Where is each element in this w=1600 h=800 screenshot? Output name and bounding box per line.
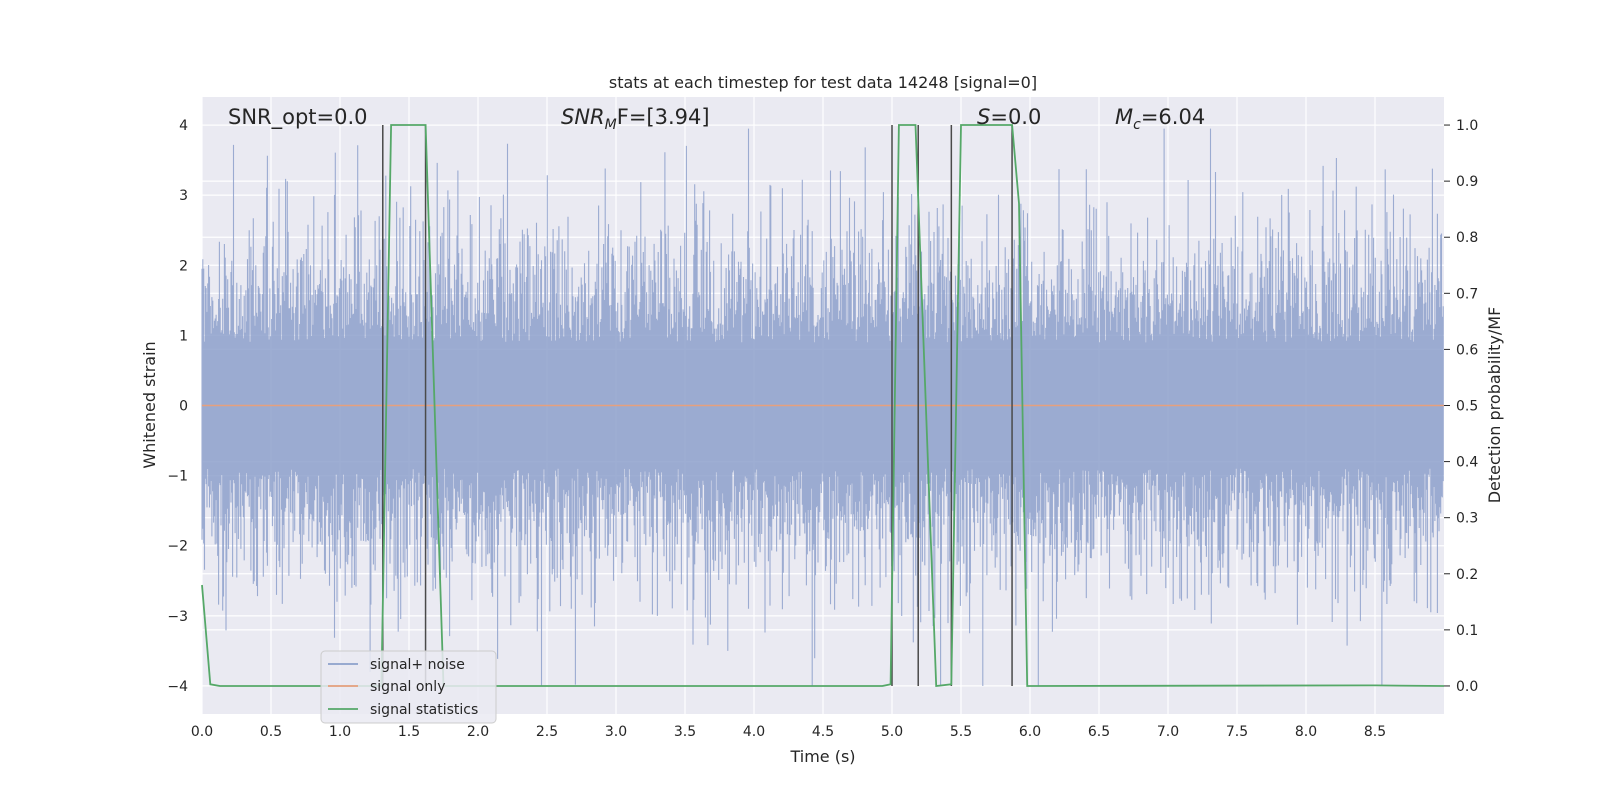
x-tick-label: 7.0 [1157, 724, 1179, 740]
right-y-tick-label: 0.0 [1456, 679, 1478, 695]
right-y-tick-label: 0.8 [1456, 230, 1478, 246]
right-y-tick-label: 0.7 [1456, 286, 1478, 302]
x-tick-label: 0.0 [191, 724, 213, 740]
mc-base: M [1115, 105, 1133, 129]
s-value: =0.0 [990, 105, 1041, 129]
snr-mf-subscript: M [605, 117, 617, 133]
legend-label-signal-noise: signal+ noise [370, 657, 465, 673]
x-tick-label: 0.5 [260, 724, 282, 740]
legend-label-signal-statistics: signal statistics [370, 702, 478, 718]
x-tick-label: 5.5 [950, 724, 972, 740]
mc-subscript: c [1133, 117, 1141, 133]
left-y-tick-label: 3 [179, 188, 188, 204]
right-y-axis-ticks: 1.0 0.9 0.8 0.7 0.6 0.5 0.4 0.3 0.2 0.1 0.0 [1444, 118, 1478, 695]
x-tick-label: 4.5 [812, 724, 834, 740]
x-tick-label: 1.5 [398, 724, 420, 740]
mc-annotation: Mc=6.04 [1115, 105, 1205, 133]
x-axis-ticks: 0.0 0.5 1.0 1.5 2.0 2.5 3.0 3.5 4.0 4.5 5.0 5.5 6.0 6… [191, 724, 1386, 740]
right-y-tick-label: 0.3 [1456, 511, 1478, 527]
x-tick-label: 8.5 [1364, 724, 1386, 740]
snr-mf-base: SNR [561, 105, 605, 129]
x-axis-label: Time (s) [789, 747, 855, 766]
x-tick-label: 3.0 [605, 724, 627, 740]
left-y-tick-label: −3 [167, 609, 188, 625]
mc-value: =6.04 [1141, 105, 1205, 129]
x-tick-label: 8.0 [1295, 724, 1317, 740]
left-y-axis-ticks: 4 3 2 1 0 −1 −2 −3 −4 [167, 118, 188, 695]
legend-box [320, 650, 497, 724]
chart-title: stats at each timestep for test data 142… [609, 73, 1037, 92]
snr-mf-annotation: SNRMF=[3.94] [561, 105, 710, 133]
right-y-axis-label: Detection probability/MF [1485, 307, 1504, 504]
left-y-tick-label: 1 [179, 328, 188, 344]
right-y-tick-label: 0.2 [1456, 567, 1478, 583]
left-y-tick-label: 2 [179, 258, 188, 274]
left-y-tick-label: −2 [167, 539, 188, 555]
right-y-tick-label: 0.6 [1456, 342, 1478, 358]
legend-label-signal-only: signal only [370, 679, 445, 695]
x-tick-label: 5.0 [881, 724, 903, 740]
x-tick-label: 3.5 [674, 724, 696, 740]
vertical-markers [382, 125, 1013, 686]
snr-mf-value: F=[3.94] [617, 105, 710, 129]
x-tick-label: 7.5 [1226, 724, 1248, 740]
s-annotation: S=0.0 [977, 105, 1041, 129]
left-y-tick-label: 4 [179, 118, 188, 134]
snr-opt-annotation: SNR_opt=0.0 [228, 105, 368, 130]
legend: signal+ noise signal only signal statist… [320, 650, 497, 724]
left-y-tick-label: −1 [167, 469, 188, 485]
x-tick-label: 1.0 [329, 724, 351, 740]
s-base: S [977, 105, 990, 129]
x-tick-label: 6.0 [1019, 724, 1041, 740]
left-y-axis-label: Whitened strain [140, 341, 159, 468]
left-y-tick-label: 0 [179, 399, 188, 415]
right-y-tick-label: 0.4 [1456, 455, 1478, 471]
right-y-tick-label: 0.1 [1456, 623, 1478, 639]
x-tick-label: 6.5 [1088, 724, 1110, 740]
left-y-tick-label: −4 [167, 679, 188, 695]
right-y-tick-label: 0.5 [1456, 399, 1478, 415]
x-tick-label: 2.0 [467, 724, 489, 740]
x-tick-label: 4.0 [743, 724, 765, 740]
right-y-tick-label: 0.9 [1456, 174, 1478, 190]
x-tick-label: 2.5 [536, 724, 558, 740]
right-y-tick-label: 1.0 [1456, 118, 1478, 134]
